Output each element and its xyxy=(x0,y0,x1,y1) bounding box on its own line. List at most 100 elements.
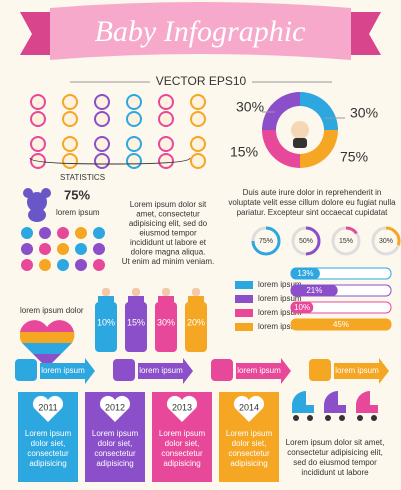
baby-face xyxy=(94,136,110,152)
card-heart xyxy=(233,395,265,422)
bottle-cap xyxy=(128,296,144,302)
arrow-label: lorem ipsum xyxy=(41,366,85,375)
baby-face xyxy=(62,94,78,110)
card-heart xyxy=(32,395,64,422)
donut-label: 30% xyxy=(236,99,264,115)
teddy-icon xyxy=(75,243,87,255)
paragraph-line: amet, consectetur xyxy=(136,210,200,219)
baby-face xyxy=(158,153,174,169)
strollers xyxy=(292,391,378,421)
arrow xyxy=(236,358,291,384)
arrow-icon xyxy=(15,359,37,381)
bottle-label: 20% xyxy=(187,317,205,327)
bottle xyxy=(185,302,207,352)
paragraph-line: dolore magna aliqua. xyxy=(131,248,206,257)
baby-face xyxy=(30,111,46,127)
ring-label: 30% xyxy=(379,238,393,245)
teddy-grid xyxy=(21,227,105,271)
paragraph-line: Lorem ipsum dolor sit xyxy=(130,200,207,209)
teddy-icon xyxy=(39,243,51,255)
baby-face xyxy=(62,111,78,127)
paragraph-line: voluptate velit esse cillum dolore eu fu… xyxy=(228,198,396,207)
arrow xyxy=(138,358,193,384)
card-year: 2011 xyxy=(38,402,57,412)
baby-face xyxy=(62,153,78,169)
baby-face xyxy=(94,153,110,169)
teddy-icon xyxy=(39,259,51,271)
arrow-label: lorem ipsum xyxy=(139,366,183,375)
card-heart xyxy=(166,395,198,422)
bar-label: 21% xyxy=(306,286,322,295)
ring-arc xyxy=(251,226,281,256)
bottle xyxy=(95,302,117,352)
teddy-icon xyxy=(75,259,87,271)
bottles: 10% 15% 30% 20% xyxy=(95,288,207,352)
bottle-label: 10% xyxy=(97,317,115,327)
arrows: lorem ipsum lorem ipsum lorem ipsum lorem i… xyxy=(15,358,389,384)
card-text: Lorem ipsum xyxy=(92,429,139,438)
baby-face xyxy=(126,94,142,110)
donut-label: 15% xyxy=(230,144,258,160)
paragraph-line: incididunt ut labore xyxy=(301,468,369,477)
ring-label: 15% xyxy=(339,238,353,245)
baby-face xyxy=(126,153,142,169)
ribbon xyxy=(50,2,351,60)
ring-arc xyxy=(345,226,358,235)
paragraph-line: pariatur. Excepteur sint occaecat cupida… xyxy=(237,208,389,217)
bar-label: 13% xyxy=(297,269,313,278)
arrow-icon xyxy=(309,359,331,381)
card-text: dolor siet, xyxy=(98,439,133,448)
bottle-label: 30% xyxy=(157,317,175,327)
ring-label: 50% xyxy=(299,238,313,245)
donut-label: 30% xyxy=(350,105,378,121)
bottle-nipple xyxy=(132,288,140,296)
arrow-label: lorem ipsum xyxy=(237,366,281,375)
bar-label: 10% xyxy=(294,303,310,312)
bar xyxy=(291,319,391,330)
baby-faces xyxy=(29,94,206,169)
donut-label: 75% xyxy=(340,149,368,165)
teddy-icon xyxy=(57,259,69,271)
legend-swatch xyxy=(235,309,253,317)
legend: lorem ipsum lorem ipsum lorem ipsum lorem i… xyxy=(235,280,302,331)
bracket xyxy=(29,157,191,165)
legend-swatch xyxy=(235,323,253,331)
arrow xyxy=(334,358,389,384)
teddy-icon xyxy=(75,227,87,239)
teddy xyxy=(23,188,51,222)
statistics-label: STATISTICS xyxy=(60,173,105,182)
bottle-cap xyxy=(98,296,114,302)
card-year: 2012 xyxy=(105,402,125,412)
legend-label: lorem ipsum xyxy=(258,322,302,331)
card-text: adipisicing xyxy=(29,459,66,468)
rings: 75% 50% 15% 30% xyxy=(251,226,401,256)
paragraph-line: Ut enim ad minim veniam. xyxy=(122,257,214,266)
bar xyxy=(291,268,320,279)
baby-face xyxy=(62,136,78,152)
teddy-icon xyxy=(21,259,33,271)
baby-face xyxy=(190,94,206,110)
legend-label: lorem ipsum xyxy=(258,280,302,289)
card-text: dolor siet, xyxy=(232,439,267,448)
paragraph-line: Lorem ipsum dolor sit amet, xyxy=(286,438,385,447)
card-text: dolor siet, xyxy=(31,439,66,448)
card-year: 2014 xyxy=(239,402,259,412)
baby-face xyxy=(94,111,110,127)
baby-face xyxy=(158,94,174,110)
paragraph-line: consectetur adipisicing elit, xyxy=(287,448,383,457)
card-text: Lorem ipsum xyxy=(226,429,273,438)
teddy-icon xyxy=(21,227,33,239)
card-text: adipisicing xyxy=(163,459,200,468)
paragraph-line: adipisicing elit, sed do xyxy=(129,219,208,228)
teddy-icon xyxy=(57,227,69,239)
ring-label: 75% xyxy=(259,238,273,245)
card-text: consectetur xyxy=(27,449,69,458)
baby-face xyxy=(126,111,142,127)
bottle-label: 15% xyxy=(127,317,145,327)
bottle xyxy=(155,302,177,352)
ring-arc xyxy=(385,226,401,246)
